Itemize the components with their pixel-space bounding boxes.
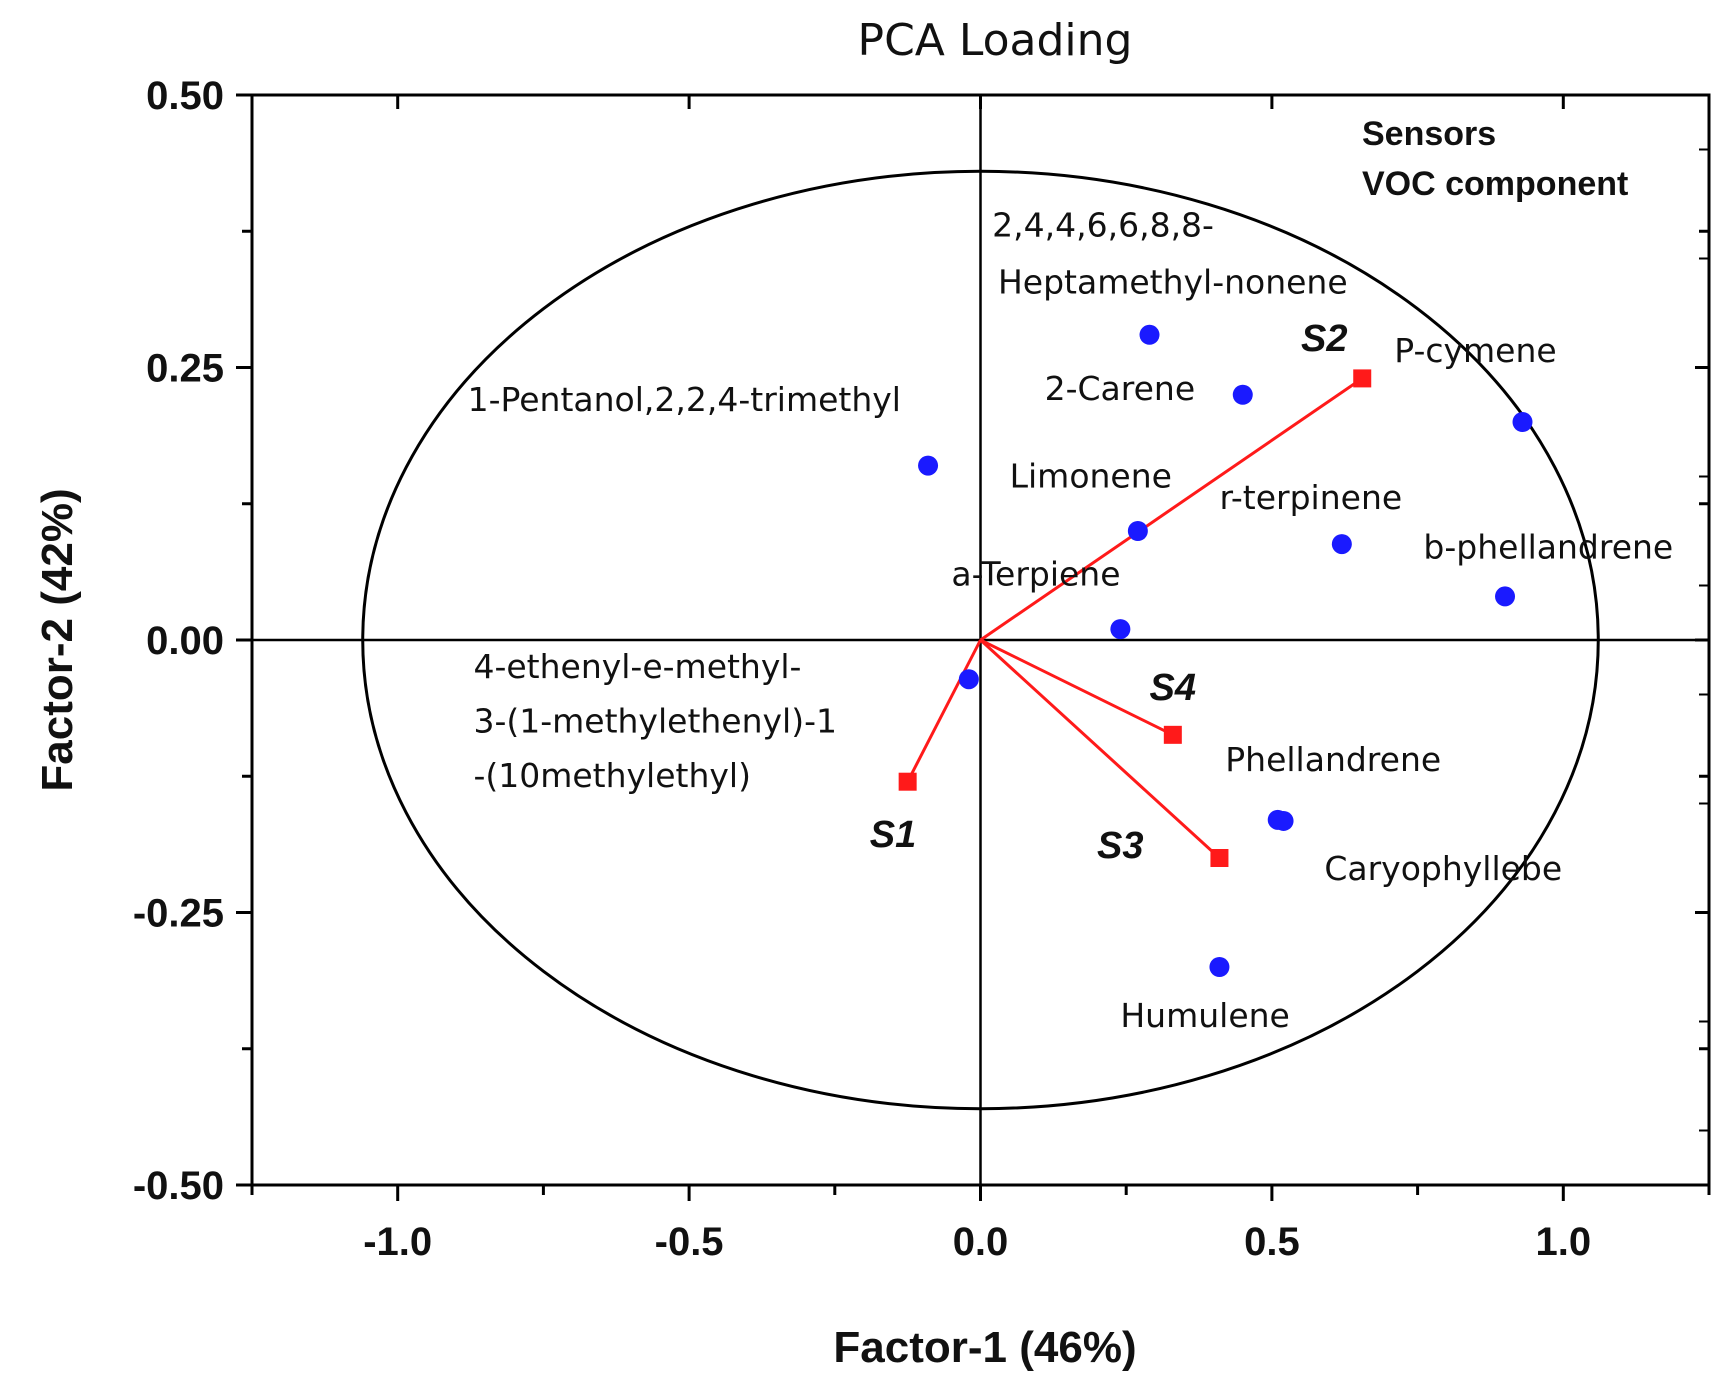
voc-label: a-Terpiene <box>951 555 1120 594</box>
legend-voc-component: VOC component <box>1362 165 1628 203</box>
sensor-marker-s4 <box>1163 725 1182 744</box>
legend-sensors: Sensors <box>1362 115 1496 153</box>
sensor-marker-s3 <box>1210 849 1229 867</box>
point-labels: 2,4,4,6,6,8,8- Heptamethyl-nonene 2-Carene… <box>468 206 1674 1035</box>
voc-label: 2,4,4,6,6,8,8- <box>992 206 1214 245</box>
voc-point <box>1232 384 1253 405</box>
voc-point <box>958 669 979 690</box>
sensor-label-s3: S3 <box>1097 825 1143 867</box>
y-tick-label: -0.50 <box>133 1164 224 1208</box>
voc-label: 2-Carene <box>1045 369 1196 408</box>
sensor-vector-s2 <box>979 377 1364 642</box>
y-tick-label: 0.50 <box>146 74 224 118</box>
voc-label: Limonene <box>1010 456 1172 495</box>
voc-point <box>1512 412 1533 432</box>
voc-point <box>918 455 939 476</box>
x-axis-label: Factor-1 (46%) <box>833 1323 1136 1372</box>
sensor-vector-s4 <box>979 638 1174 737</box>
voc-label: b-phellandrene <box>1423 527 1673 566</box>
axis-ticks: -1.0 -0.5 0.0 0.5 1.0 0.50 0.25 0.00 -0.25 -0.50 <box>133 74 1711 1264</box>
voc-point <box>1331 534 1352 555</box>
voc-point <box>1273 810 1294 831</box>
voc-label: P-cymene <box>1394 331 1556 370</box>
voc-point <box>1495 586 1516 607</box>
voc-label: 1-Pentanol,2,2,4-trimethyl <box>468 380 901 419</box>
sensor-marker-s2 <box>1353 369 1372 388</box>
x-tick-label: 0.5 <box>1244 1220 1300 1264</box>
voc-point <box>1110 619 1131 640</box>
y-tick-label: -0.25 <box>133 892 224 936</box>
y-axis-label: Factor-2 (42%) <box>33 488 82 791</box>
sensor-vectors: S1 S2 S3 S4 <box>870 318 1372 867</box>
sensor-label-s2: S2 <box>1301 318 1347 360</box>
x-tick-label: 1.0 <box>1535 1220 1591 1264</box>
voc-point <box>1209 957 1230 977</box>
x-tick-label: 0.0 <box>953 1220 1009 1264</box>
voc-label: 4-ethenyl-e-methyl- <box>473 647 801 686</box>
voc-label: Caryophyllebe <box>1324 849 1562 888</box>
y-tick-label: 0.25 <box>146 347 224 391</box>
voc-point <box>1139 324 1160 345</box>
voc-points <box>918 324 1533 977</box>
sensor-vector-s3 <box>979 638 1221 860</box>
voc-label: 3-(1-methylethenyl)-1 <box>473 702 837 741</box>
voc-label: Phellandrene <box>1225 740 1441 779</box>
legend: Sensors VOC component <box>1362 115 1628 203</box>
y-tick-label: 0.00 <box>146 619 224 663</box>
voc-label: Humulene <box>1120 996 1289 1035</box>
loading-circle <box>361 169 1600 1111</box>
x-tick-label: -1.0 <box>363 1220 432 1264</box>
voc-label: -(10methylethyl) <box>473 756 751 795</box>
unit-circle <box>361 169 1600 1111</box>
voc-label: Heptamethyl-nonene <box>998 262 1348 301</box>
sensor-marker-s1 <box>898 772 917 791</box>
chart-title: PCA Loading <box>858 15 1133 66</box>
sensor-label-s4: S4 <box>1150 667 1196 709</box>
sensor-label-s1: S1 <box>870 814 916 856</box>
x-tick-label: -0.5 <box>655 1220 724 1264</box>
voc-label: r-terpinene <box>1219 478 1402 517</box>
sensor-vector-s1 <box>906 639 982 783</box>
voc-point <box>1127 521 1148 541</box>
